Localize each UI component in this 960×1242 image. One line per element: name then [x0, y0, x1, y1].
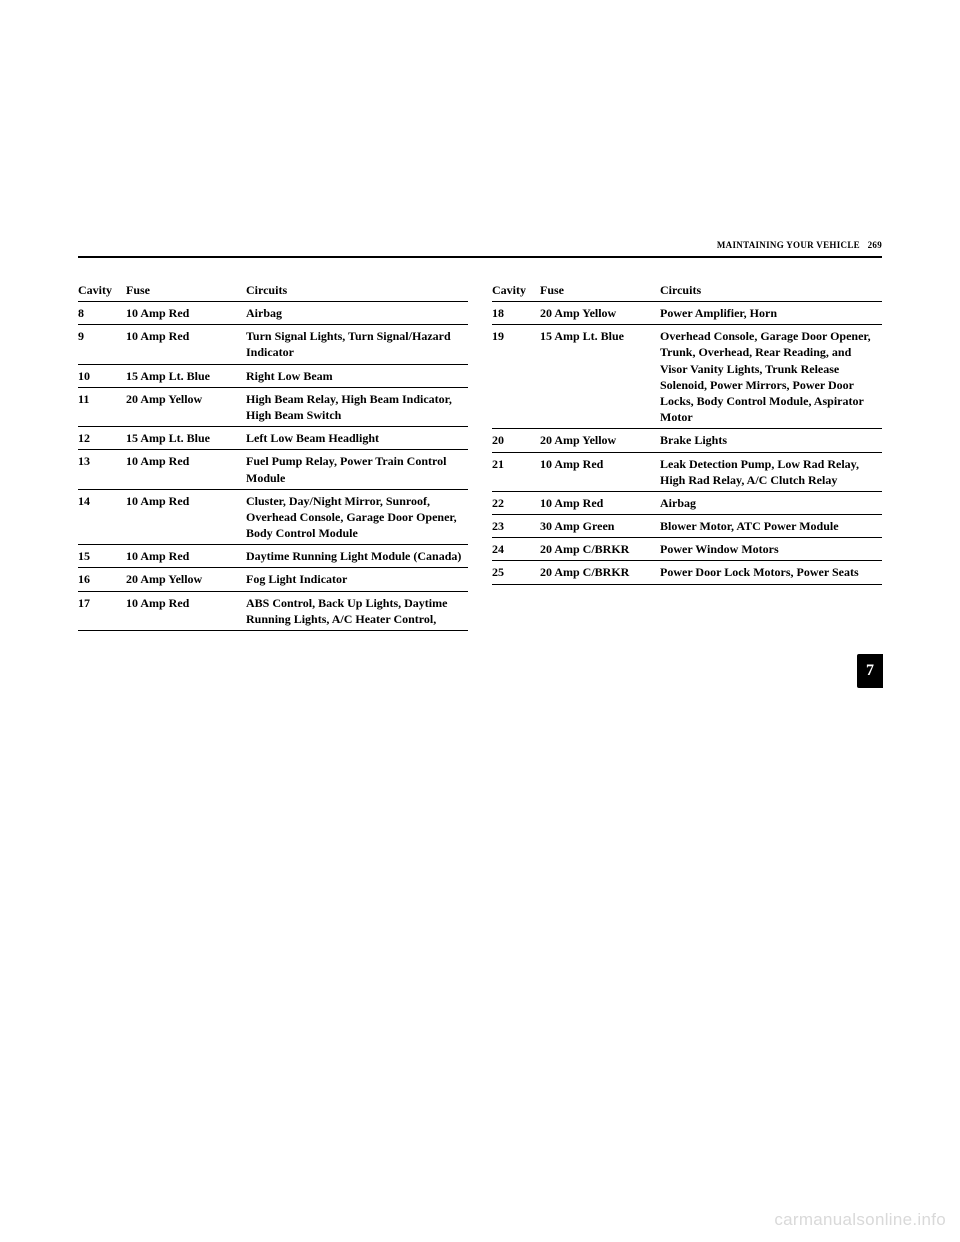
cell-circuits: Airbag — [246, 302, 468, 325]
table-row: 1620 Amp YellowFog Light Indicator — [78, 568, 468, 591]
table-row: 1510 Amp RedDaytime Running Light Module… — [78, 545, 468, 568]
cell-cavity: 24 — [492, 538, 540, 561]
table-row: 2420 Amp C/BRKRPower Window Motors — [492, 538, 882, 561]
cell-fuse: 20 Amp C/BRKR — [540, 538, 660, 561]
cell-cavity: 22 — [492, 491, 540, 514]
cell-cavity: 18 — [492, 302, 540, 325]
fuse-table-left: Cavity Fuse Circuits 810 Amp RedAirbag91… — [78, 280, 468, 631]
cell-circuits: Cluster, Day/Night Mirror, Sunroof, Over… — [246, 489, 468, 545]
cell-fuse: 20 Amp Yellow — [126, 568, 246, 591]
cell-fuse: 15 Amp Lt. Blue — [126, 364, 246, 387]
cell-circuits: Daytime Running Light Module (Canada) — [246, 545, 468, 568]
cell-circuits: Leak Detection Pump, Low Rad Relay, High… — [660, 452, 882, 491]
cell-fuse: 10 Amp Red — [126, 325, 246, 364]
cell-circuits: Overhead Console, Garage Door Opener, Tr… — [660, 325, 882, 429]
table-row: 2330 Amp GreenBlower Motor, ATC Power Mo… — [492, 515, 882, 538]
cell-circuits: High Beam Relay, High Beam Indicator, Hi… — [246, 387, 468, 426]
tab-number: 7 — [866, 662, 874, 680]
fuse-table-right: Cavity Fuse Circuits 1820 Amp YellowPowe… — [492, 280, 882, 585]
col-header-fuse: Fuse — [540, 280, 660, 302]
cell-circuits: ABS Control, Back Up Lights, Daytime Run… — [246, 591, 468, 630]
cell-circuits: Brake Lights — [660, 429, 882, 452]
cell-cavity: 20 — [492, 429, 540, 452]
cell-fuse: 10 Amp Red — [126, 302, 246, 325]
cell-cavity: 23 — [492, 515, 540, 538]
table-row: 2110 Amp RedLeak Detection Pump, Low Rad… — [492, 452, 882, 491]
table-row: 1915 Amp Lt. BlueOverhead Console, Garag… — [492, 325, 882, 429]
table-row: 2020 Amp YellowBrake Lights — [492, 429, 882, 452]
cell-fuse: 10 Amp Red — [126, 591, 246, 630]
right-column: Cavity Fuse Circuits 1820 Amp YellowPowe… — [492, 280, 882, 631]
cell-cavity: 15 — [78, 545, 126, 568]
cell-circuits: Power Amplifier, Horn — [660, 302, 882, 325]
table-row: 810 Amp RedAirbag — [78, 302, 468, 325]
left-column: Cavity Fuse Circuits 810 Amp RedAirbag91… — [78, 280, 468, 631]
cell-cavity: 13 — [78, 450, 126, 489]
table-row: 1015 Amp Lt. BlueRight Low Beam — [78, 364, 468, 387]
col-header-cavity: Cavity — [492, 280, 540, 302]
cell-fuse: 10 Amp Red — [540, 452, 660, 491]
cell-cavity: 10 — [78, 364, 126, 387]
cell-fuse: 10 Amp Red — [540, 491, 660, 514]
cell-cavity: 12 — [78, 427, 126, 450]
two-column-layout: Cavity Fuse Circuits 810 Amp RedAirbag91… — [78, 280, 882, 631]
cell-circuits: Power Window Motors — [660, 538, 882, 561]
table-row: 2520 Amp C/BRKRPower Door Lock Motors, P… — [492, 561, 882, 584]
cell-fuse: 15 Amp Lt. Blue — [540, 325, 660, 429]
cell-fuse: 10 Amp Red — [126, 450, 246, 489]
page-number: 269 — [868, 240, 882, 250]
cell-circuits: Fog Light Indicator — [246, 568, 468, 591]
cell-cavity: 14 — [78, 489, 126, 545]
cell-fuse: 20 Amp Yellow — [126, 387, 246, 426]
col-header-fuse: Fuse — [126, 280, 246, 302]
cell-cavity: 19 — [492, 325, 540, 429]
table-row: 1410 Amp RedCluster, Day/Night Mirror, S… — [78, 489, 468, 545]
cell-fuse: 20 Amp Yellow — [540, 302, 660, 325]
col-header-cavity: Cavity — [78, 280, 126, 302]
cell-fuse: 30 Amp Green — [540, 515, 660, 538]
table-row: 1710 Amp RedABS Control, Back Up Lights,… — [78, 591, 468, 630]
col-header-circuits: Circuits — [660, 280, 882, 302]
cell-circuits: Airbag — [660, 491, 882, 514]
table-row: 1820 Amp YellowPower Amplifier, Horn — [492, 302, 882, 325]
cell-cavity: 21 — [492, 452, 540, 491]
cell-circuits: Fuel Pump Relay, Power Train Control Mod… — [246, 450, 468, 489]
table-row: 2210 Amp RedAirbag — [492, 491, 882, 514]
cell-cavity: 17 — [78, 591, 126, 630]
running-header: MAINTAINING YOUR VEHICLE 269 — [717, 240, 882, 250]
section-tab: 7 — [857, 654, 883, 688]
page-content: MAINTAINING YOUR VEHICLE 269 Cavity Fuse… — [78, 256, 882, 631]
cell-cavity: 16 — [78, 568, 126, 591]
table-row: 1310 Amp RedFuel Pump Relay, Power Train… — [78, 450, 468, 489]
cell-cavity: 9 — [78, 325, 126, 364]
table-row: 910 Amp RedTurn Signal Lights, Turn Sign… — [78, 325, 468, 364]
cell-cavity: 8 — [78, 302, 126, 325]
cell-circuits: Power Door Lock Motors, Power Seats — [660, 561, 882, 584]
table-row: 1215 Amp Lt. BlueLeft Low Beam Headlight — [78, 427, 468, 450]
section-name: MAINTAINING YOUR VEHICLE — [717, 240, 860, 250]
cell-circuits: Left Low Beam Headlight — [246, 427, 468, 450]
cell-fuse: 10 Amp Red — [126, 545, 246, 568]
cell-circuits: Turn Signal Lights, Turn Signal/Hazard I… — [246, 325, 468, 364]
cell-fuse: 15 Amp Lt. Blue — [126, 427, 246, 450]
cell-cavity: 11 — [78, 387, 126, 426]
cell-cavity: 25 — [492, 561, 540, 584]
cell-fuse: 20 Amp Yellow — [540, 429, 660, 452]
header-rule: MAINTAINING YOUR VEHICLE 269 — [78, 256, 882, 258]
cell-circuits: Right Low Beam — [246, 364, 468, 387]
cell-fuse: 20 Amp C/BRKR — [540, 561, 660, 584]
watermark: carmanualsonline.info — [774, 1210, 946, 1230]
col-header-circuits: Circuits — [246, 280, 468, 302]
cell-fuse: 10 Amp Red — [126, 489, 246, 545]
cell-circuits: Blower Motor, ATC Power Module — [660, 515, 882, 538]
table-row: 1120 Amp YellowHigh Beam Relay, High Bea… — [78, 387, 468, 426]
